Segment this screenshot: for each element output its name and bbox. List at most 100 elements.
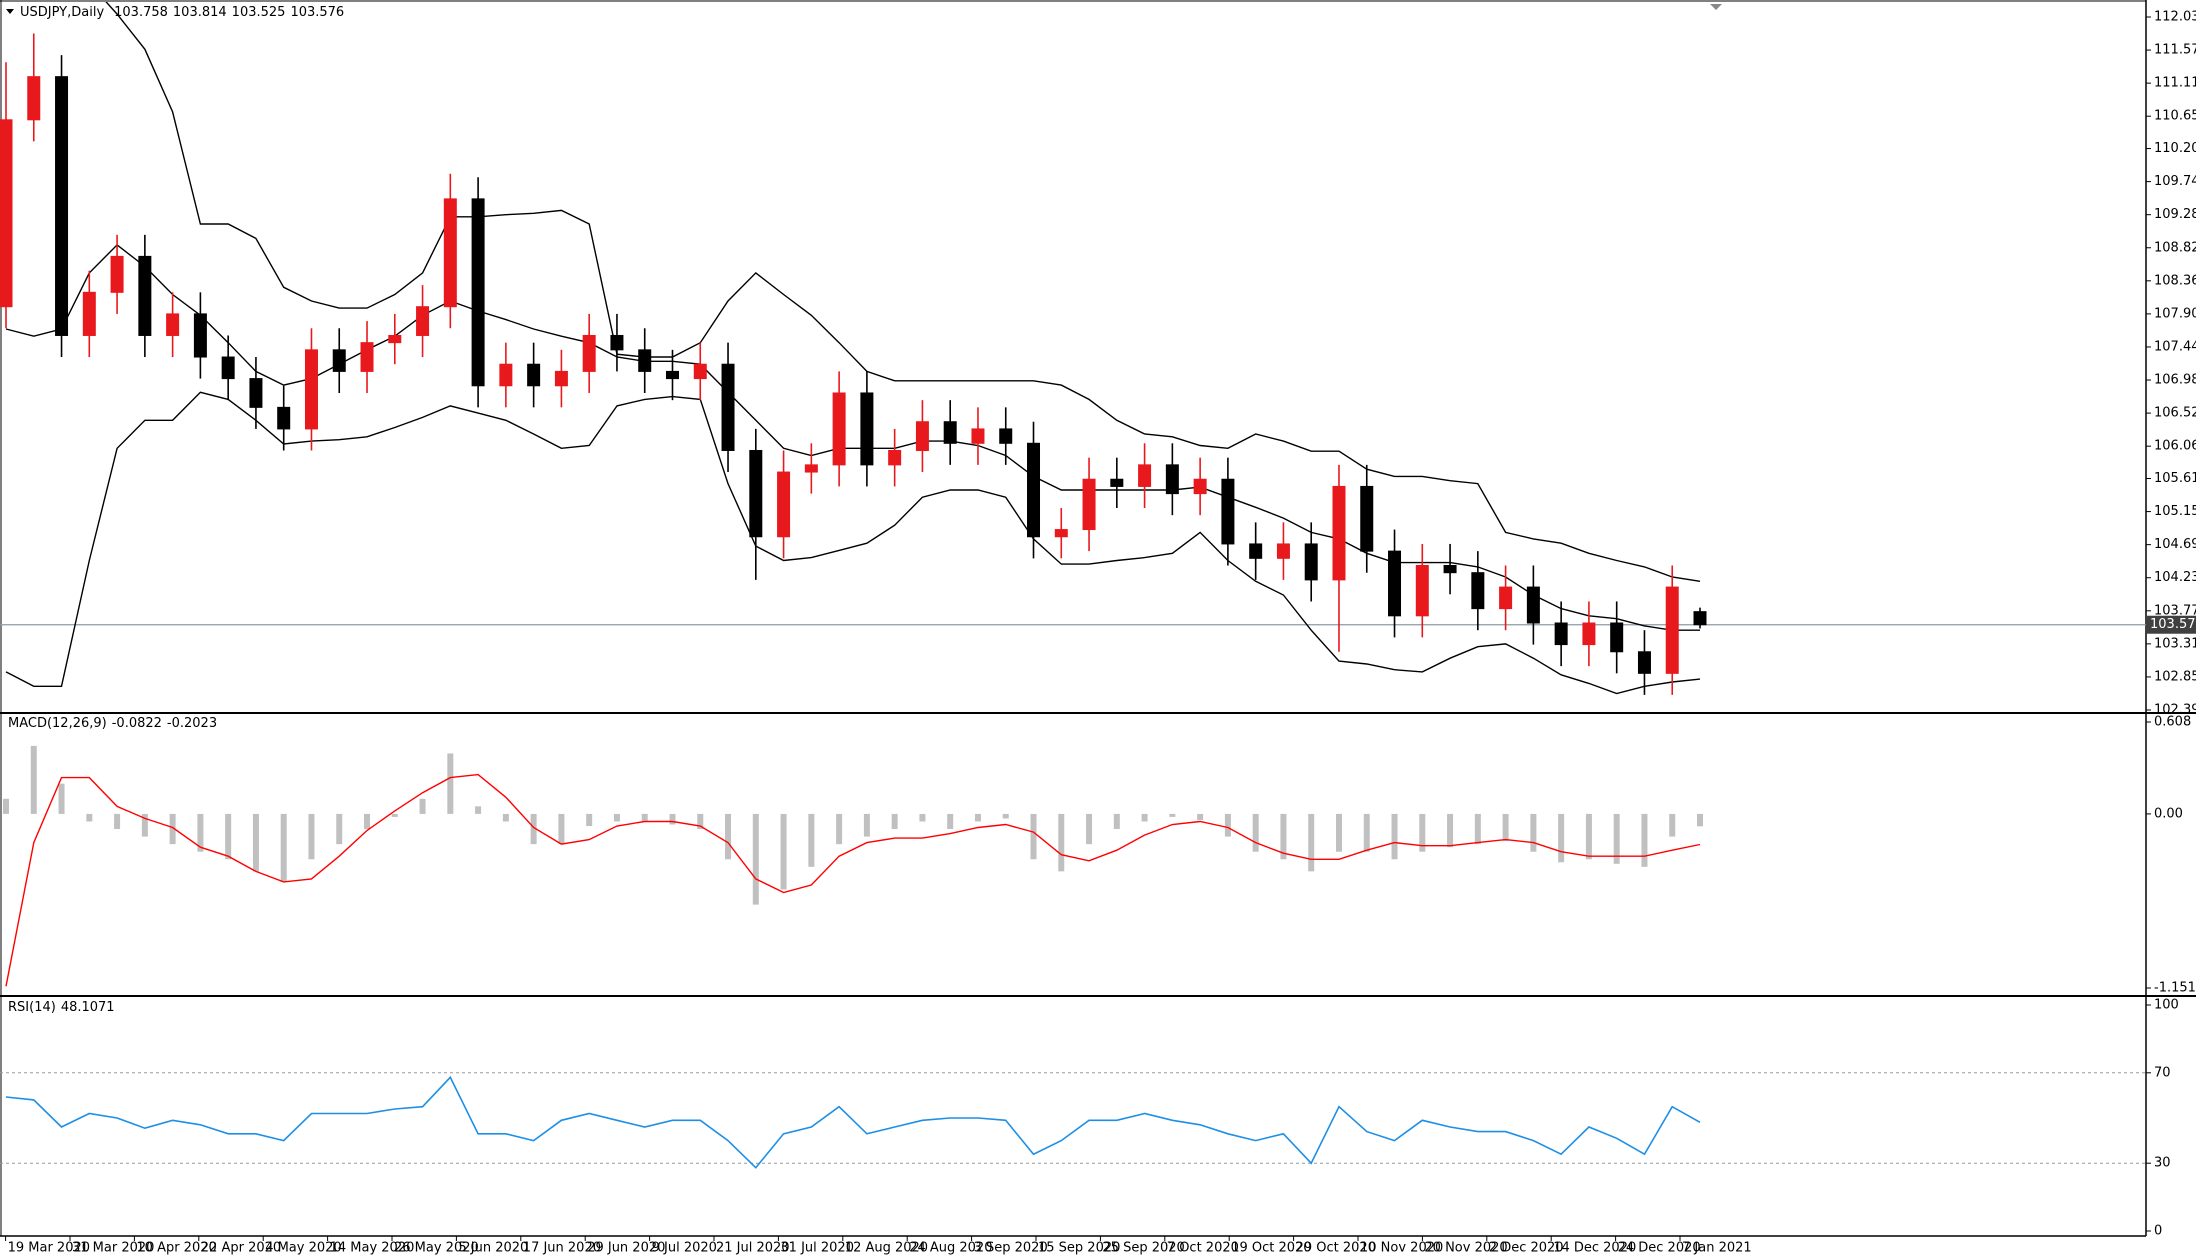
macd-histogram-bar	[391, 813, 398, 817]
candle-body	[1415, 565, 1429, 617]
y-tick-label: 107.900	[2154, 306, 2196, 321]
macd-histogram-bar	[419, 798, 426, 814]
macd-histogram-bar	[697, 813, 704, 830]
macd-histogram-bar	[308, 813, 315, 860]
x-tick-label: 15 Sep 2020	[1038, 1241, 1120, 1256]
y-tick-label: 105.150	[2154, 504, 2196, 519]
macd-histogram-bar	[1391, 813, 1398, 860]
header-low: 103.525	[232, 5, 286, 20]
macd-histogram-bar	[1224, 813, 1231, 837]
candle-body	[332, 349, 346, 372]
x-tick-label: 26 May 2020	[394, 1241, 479, 1256]
macd-histogram-bar	[530, 813, 537, 845]
bollinger-band	[5, 391, 1701, 695]
macd-histogram-bar	[836, 813, 843, 845]
x-tick-label: 24 Dec 2020	[1618, 1241, 1701, 1256]
x-tick-label: 21 Jul 2020	[716, 1241, 790, 1256]
candle-body	[416, 306, 430, 336]
macd-histogram-bar	[1335, 813, 1342, 852]
macd-histogram-bar	[1002, 813, 1009, 819]
macd-histogram-bar	[725, 813, 732, 860]
candle-body	[388, 334, 402, 344]
macd-histogram-bar	[1252, 813, 1259, 852]
x-tick-label: 29 Jun 2020	[587, 1241, 665, 1256]
x-tick-label: 10 Apr 2020	[136, 1241, 216, 1256]
candle-body	[1054, 529, 1068, 538]
macd-histogram-bar	[891, 813, 898, 830]
macd-histogram-bar	[669, 813, 676, 825]
y-tick-label: 109.280	[2154, 207, 2196, 222]
x-tick-label: 25 Sep 2020	[1102, 1241, 1184, 1256]
candle-body	[999, 428, 1013, 444]
candle-body	[527, 363, 541, 387]
candle-body	[1304, 543, 1318, 581]
menu-arrow[interactable]	[6, 9, 14, 14]
bollinger-band	[5, 243, 1700, 631]
candle-body	[166, 313, 180, 336]
candle-body	[1610, 622, 1624, 653]
candle-body	[554, 370, 568, 387]
rsi-header: RSI(14) 48.1071	[8, 1000, 115, 1015]
macd-histogram-bar	[58, 783, 65, 814]
header-high: 103.814	[173, 5, 227, 20]
macd-histogram-bar	[1669, 813, 1676, 837]
y-tick-label: 112.030	[2154, 10, 2196, 25]
axes: 112.030 111.570 111.110 110.650 110.200 109.7…	[5, 10, 2196, 1256]
macd-histogram-bar	[586, 813, 593, 827]
candle-body	[665, 370, 679, 380]
x-tick-label: 17 Jun 2020	[523, 1241, 601, 1256]
y-tick-label: 105.610	[2154, 471, 2196, 486]
candle-body	[1360, 485, 1374, 552]
candle-body	[832, 392, 846, 466]
candle-body	[1276, 543, 1290, 559]
macd-histogram-bar	[1363, 813, 1370, 852]
y-tick-label: 106.060	[2154, 439, 2196, 454]
y-tick-label: 100	[2154, 998, 2179, 1013]
macd-histogram-bar	[1169, 813, 1176, 817]
x-tick-label: 3 Sep 2020	[974, 1241, 1048, 1256]
macd-histogram-bar	[1613, 813, 1620, 864]
candle-body	[360, 342, 374, 372]
candle-body	[0, 119, 13, 308]
macd-histogram-bar	[558, 813, 565, 845]
candle-body	[777, 471, 791, 538]
y-tick-label: 110.650	[2154, 109, 2196, 124]
macd-histogram-bar	[1697, 813, 1703, 827]
symbol-title: USDJPY,Daily	[20, 5, 104, 20]
x-tick-label: 10 Nov 2020	[1360, 1241, 1443, 1256]
macd-histogram-bar	[1447, 813, 1454, 848]
header-close: 103.576	[290, 5, 344, 20]
y-tick-label: 106.520	[2154, 406, 2196, 421]
rsi-value: 48.1071	[61, 1000, 115, 1015]
y-tick-label: -1.1516	[2154, 981, 2196, 996]
y-tick-label: 108.820	[2154, 240, 2196, 255]
macd-histogram-bar	[141, 813, 148, 837]
macd-histogram-bar	[197, 813, 204, 852]
x-tick-label: 29 Oct 2020	[1296, 1241, 1376, 1256]
current-price-box	[2147, 615, 2196, 634]
header-open: 103.758	[114, 5, 168, 20]
candle-body	[804, 464, 818, 473]
y-tick-label: 70	[2154, 1065, 2171, 1080]
macd-histogram-bar	[280, 813, 287, 882]
macd-main-value: -0.0822	[112, 716, 162, 731]
macd-histogram-bar	[613, 813, 620, 822]
y-tick-label: 0.00	[2154, 806, 2183, 821]
x-tick-label: 9 Jul 2020	[652, 1241, 717, 1256]
x-tick-label: 5 Jun 2020	[458, 1241, 528, 1256]
x-tick-label: 2 Dec 2020	[1489, 1241, 1564, 1256]
macd-histogram-bar	[1197, 813, 1204, 820]
candle-body	[721, 363, 735, 451]
macd-histogram-bar	[114, 813, 121, 830]
candle-body	[221, 356, 235, 380]
macd-histogram-bar	[641, 813, 648, 822]
y-tick-label: 0.608	[2154, 715, 2191, 730]
macd-histogram-bar	[1086, 813, 1093, 845]
y-tick-label: 103.770	[2154, 603, 2196, 618]
x-tick-label: 31 Jul 2020	[780, 1241, 854, 1256]
macd-title: MACD(12,26,9)	[8, 716, 107, 731]
x-tick-label: 19 Mar 2020	[8, 1241, 90, 1256]
candle-body	[1332, 485, 1346, 581]
macd-histogram-bar	[1641, 813, 1648, 867]
